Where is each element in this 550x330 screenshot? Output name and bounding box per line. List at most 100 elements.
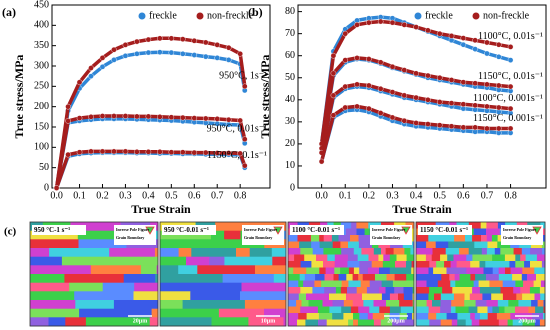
grain: [386, 300, 400, 307]
grain: [474, 313, 481, 320]
grain: [318, 319, 328, 327]
data-point: [225, 150, 232, 156]
ipf-triangle: [145, 226, 155, 235]
grain: [319, 235, 325, 242]
grain: [489, 280, 499, 288]
grain: [436, 313, 447, 320]
grain: [178, 248, 192, 258]
grain: [264, 308, 287, 318]
grain: [385, 248, 395, 255]
grain: [371, 261, 384, 268]
grain: [441, 274, 450, 281]
grain: [310, 235, 320, 242]
grain: [534, 293, 541, 301]
grain: [340, 222, 352, 229]
grain: [396, 254, 407, 262]
data-point: [507, 57, 514, 63]
grain: [394, 287, 404, 294]
grain: [536, 274, 546, 281]
grain: [308, 300, 315, 307]
grain: [521, 248, 531, 255]
grain: [299, 241, 312, 249]
grain: [541, 261, 546, 268]
grain: [404, 248, 411, 255]
grain: [338, 235, 351, 242]
grain: [385, 287, 395, 294]
data-point: [495, 41, 502, 48]
grain: [454, 274, 460, 281]
grain: [321, 280, 334, 288]
grain: [217, 282, 242, 292]
grain: [504, 254, 516, 262]
data-point: [472, 80, 478, 87]
grain: [500, 287, 514, 294]
data-point: [495, 125, 502, 132]
data-point: [507, 83, 514, 90]
y-tick-label: 300: [34, 60, 49, 71]
grain: [416, 254, 427, 262]
grain: [30, 230, 79, 240]
inset-box: [370, 225, 412, 245]
data-point: [214, 42, 221, 48]
grain: [211, 317, 249, 327]
grain: [428, 274, 442, 281]
grain: [350, 235, 359, 242]
data-point: [342, 30, 349, 37]
grain: [403, 287, 414, 294]
grain: [64, 274, 125, 284]
panel-label: (b): [248, 5, 263, 19]
grain: [406, 319, 415, 327]
grain: [70, 222, 121, 232]
grain: [523, 280, 534, 288]
data-point: [401, 67, 408, 73]
data-point: [191, 37, 198, 44]
grain: [298, 280, 304, 288]
inset-title: Inverse Pole Figure: [372, 227, 405, 232]
grain: [498, 267, 506, 275]
grain: [332, 313, 344, 320]
grain: [441, 235, 455, 242]
grain: [240, 291, 287, 301]
data-point: [460, 101, 467, 108]
grain: [69, 282, 104, 292]
grain: [515, 280, 524, 288]
grain: [160, 308, 220, 318]
grain: [140, 265, 158, 275]
data-point: [377, 85, 384, 92]
grain: [288, 306, 301, 314]
data-point: [354, 81, 360, 88]
grain: [373, 248, 382, 255]
grain: [400, 306, 414, 314]
grain: [416, 313, 429, 320]
grain: [416, 235, 429, 242]
data-point: [157, 114, 163, 120]
grain: [454, 235, 466, 242]
data-point: [389, 63, 396, 70]
ebsd-map: [288, 222, 415, 327]
data-point: [460, 79, 467, 85]
data-point: [413, 120, 419, 126]
grain: [498, 274, 513, 281]
grain: [485, 261, 497, 268]
data-point: [99, 64, 106, 70]
grain: [429, 319, 442, 327]
grain: [500, 248, 506, 255]
grain: [456, 241, 468, 249]
grain: [357, 319, 364, 327]
grain: [222, 274, 275, 284]
grain: [48, 317, 66, 327]
grain: [491, 235, 498, 242]
grain: [442, 287, 453, 294]
grain: [298, 293, 307, 301]
grain: [343, 300, 354, 307]
grain: [481, 235, 488, 242]
grain: [381, 280, 394, 288]
grain: [300, 248, 314, 255]
grain: [535, 306, 544, 314]
data-point: [425, 72, 431, 79]
grain: [492, 267, 500, 275]
x-tick-label: 0.8: [234, 190, 247, 201]
grain: [121, 308, 152, 318]
grain: [429, 261, 437, 268]
data-point: [65, 151, 71, 158]
